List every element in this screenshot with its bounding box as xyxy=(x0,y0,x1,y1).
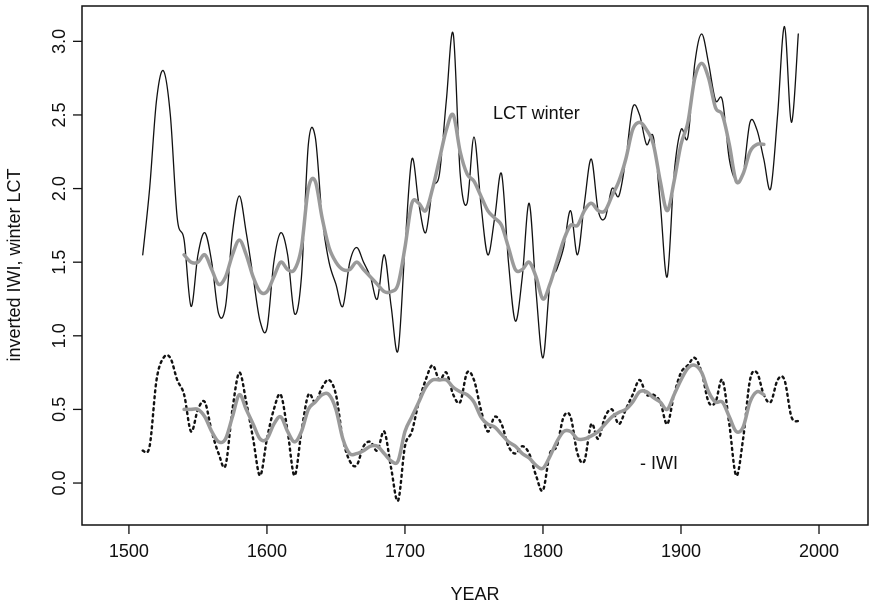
x-axis-label: YEAR xyxy=(450,584,499,604)
y-tick-label: 2.0 xyxy=(49,176,69,201)
annotation: LCT winter xyxy=(493,103,580,123)
y-tick-label: 3.0 xyxy=(49,29,69,54)
series-line xyxy=(182,61,766,301)
x-tick-label: 2000 xyxy=(799,541,839,561)
x-tick-label: 1700 xyxy=(385,541,425,561)
y-tick-label: 1.5 xyxy=(49,250,69,275)
x-tick-label: 1900 xyxy=(661,541,701,561)
y-tick-label: 1.0 xyxy=(49,323,69,348)
y-tick-label: 0.0 xyxy=(49,471,69,496)
x-tick-label: 1800 xyxy=(523,541,563,561)
series-line xyxy=(182,363,766,471)
series-line xyxy=(142,25,799,359)
annotation: - IWI xyxy=(640,453,678,473)
y-axis-label: inverted IWI, winter LCT xyxy=(4,168,24,361)
x-tick-label: 1500 xyxy=(109,541,149,561)
plot-frame xyxy=(81,5,869,526)
y-tick-label: 0.5 xyxy=(49,397,69,422)
x-tick-label: 1600 xyxy=(247,541,287,561)
y-tick-label: 2.5 xyxy=(49,102,69,127)
series-line xyxy=(141,353,800,503)
